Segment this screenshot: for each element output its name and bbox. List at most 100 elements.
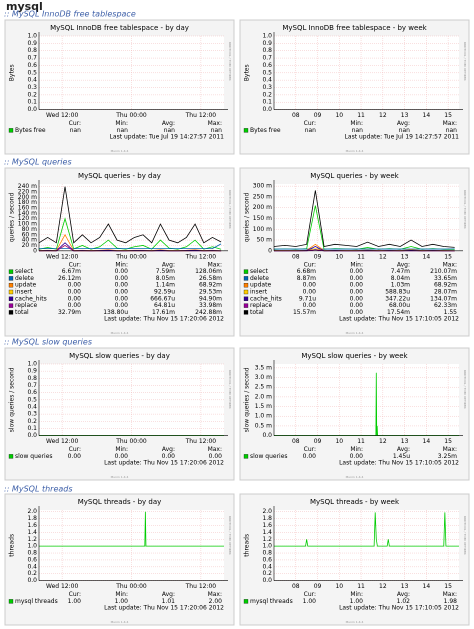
graph-title: MySQL queries - by week (310, 172, 399, 180)
x-tick-label: Thu 12:00 (185, 253, 217, 260)
legend-stat: 0.00 (350, 453, 364, 460)
legend-stat: 1.00 (115, 598, 129, 605)
legend-stat: 33.65m (434, 275, 457, 282)
legend-name: slow queries (250, 453, 288, 460)
x-tick-label: Wed 12:00 (46, 112, 78, 119)
x-tick-label: Thu 00:00 (115, 112, 147, 119)
y-tick-label: 150 m (253, 215, 272, 222)
y-tick-label: 200 m (18, 194, 37, 201)
legend-header: Avg: (162, 591, 175, 598)
legend-swatch (243, 599, 249, 604)
y-tick-label: 0.2 (27, 570, 37, 577)
x-tick-label: 09 (314, 438, 322, 445)
y-tick-label: 2.0 m (255, 393, 272, 400)
legend-header: Min: (350, 591, 363, 598)
y-tick-label: 60 m (22, 231, 38, 238)
y-tick-label: 0.6 (262, 556, 272, 563)
legend-header: Min: (350, 446, 363, 453)
legend-header: Cur: (69, 261, 81, 268)
y-tick-label: 0.5 (27, 396, 37, 403)
legend-header: Cur: (69, 120, 81, 127)
x-tick-label: Thu 00:00 (115, 253, 147, 260)
x-tick-label: 12 (379, 253, 387, 260)
y-tick-label: 0.7 (27, 382, 37, 389)
legend-stat: 1.14m (156, 282, 175, 289)
series-line (273, 190, 455, 248)
legend-name: replace (250, 302, 272, 309)
legend-header: Avg: (397, 261, 410, 268)
legend-stat: 62.33m (434, 302, 457, 309)
legend-stat: nan (399, 127, 410, 134)
legend-stat: 33.98m (199, 302, 222, 309)
last-update: Last update: Thu Nov 15 17:10:05 2012 (339, 460, 459, 467)
legend-swatch (243, 303, 249, 308)
y-tick-label: 0.4 (27, 403, 37, 410)
x-tick-label: Thu 12:00 (185, 583, 217, 590)
legend-stat: 347.22u (385, 295, 410, 302)
y-tick-label: 0.9 (27, 40, 37, 47)
legend-stat: 17.61m (152, 309, 175, 316)
legend-stat: 32.79m (58, 309, 81, 316)
y-tick-label: 250 m (253, 193, 272, 200)
x-tick-label: 13 (401, 583, 409, 590)
x-tick-label: 11 (357, 253, 365, 260)
legend-stat: 0.00 (68, 289, 82, 296)
watermark: Munin 1.4.4 (346, 331, 364, 335)
legend-stat: 0.00 (303, 289, 317, 296)
section-heading: :: MySQL threads (4, 485, 73, 494)
legend-swatch (8, 599, 14, 604)
legend-stat: 92.59u (154, 289, 175, 296)
legend-header: Cur: (69, 446, 81, 453)
legend-swatch (243, 289, 249, 295)
y-tick-label: 0.2 (27, 418, 37, 425)
graph-title: MySQL threads - by week (310, 498, 400, 506)
legend-header: Avg: (397, 120, 410, 127)
last-update: Last update: Thu Nov 15 17:10:05 2012 (339, 605, 459, 612)
plot-area (274, 510, 459, 581)
legend-stat: 29.53m (199, 289, 222, 296)
y-tick-label: 0.6 (27, 389, 37, 396)
watermark: Munin 1.4.4 (346, 149, 364, 153)
legend-header: Cur: (304, 591, 316, 598)
y-tick-label: 0.7 (262, 55, 272, 62)
legend-header: Avg: (162, 120, 175, 127)
side-text: RRDTOOL / TOBI OETIKER (463, 516, 467, 555)
legend-name: update (15, 282, 36, 289)
legend-stat: 138.80u (103, 309, 128, 316)
legend-stat: 210.07m (430, 268, 457, 275)
legend-stat: 0.00 (350, 302, 364, 309)
x-tick-label: 11 (357, 583, 365, 590)
legend-name: update (250, 282, 271, 289)
x-tick-label: 11 (357, 438, 365, 445)
y-axis-label: slow queries / second (244, 367, 251, 432)
legend-name: delete (15, 275, 34, 282)
y-tick-label: 1.4 (27, 529, 37, 536)
y-tick-label: 0.3 (27, 84, 37, 91)
legend-stat: nan (164, 127, 175, 134)
x-tick-label: Wed 12:00 (46, 583, 78, 590)
legend-stat: 68.92m (199, 282, 222, 289)
y-tick-label: 1.0 (27, 543, 37, 550)
legend-header: Cur: (304, 261, 316, 268)
x-tick-label: 10 (335, 438, 343, 445)
legend-name: insert (15, 289, 33, 296)
legend-name: delete (250, 275, 269, 282)
y-tick-label: 0.5 m (255, 422, 272, 429)
graph-title: MySQL threads - by day (78, 498, 162, 506)
y-tick-label: 2.5 m (255, 384, 272, 391)
side-text: RRDTOOL / TOBI OETIKER (228, 516, 232, 555)
watermark: Munin 1.4.4 (346, 620, 364, 624)
legend-stat: 1.01 (162, 598, 176, 605)
x-tick-label: 13 (401, 112, 409, 119)
y-axis-label: Bytes (9, 64, 16, 81)
legend-stat: 134.07m (430, 295, 457, 302)
legend-stat: 1.00 (350, 598, 364, 605)
legend-name: cache_hits (250, 295, 282, 302)
y-tick-label: 0.4 (262, 77, 272, 84)
y-tick-label: 80 m (22, 226, 38, 233)
series-line (39, 243, 222, 250)
legend-header: Avg: (397, 446, 410, 453)
legend-swatch (8, 276, 14, 281)
legend-header: Max: (443, 261, 457, 268)
legend-header: Cur: (304, 120, 316, 127)
